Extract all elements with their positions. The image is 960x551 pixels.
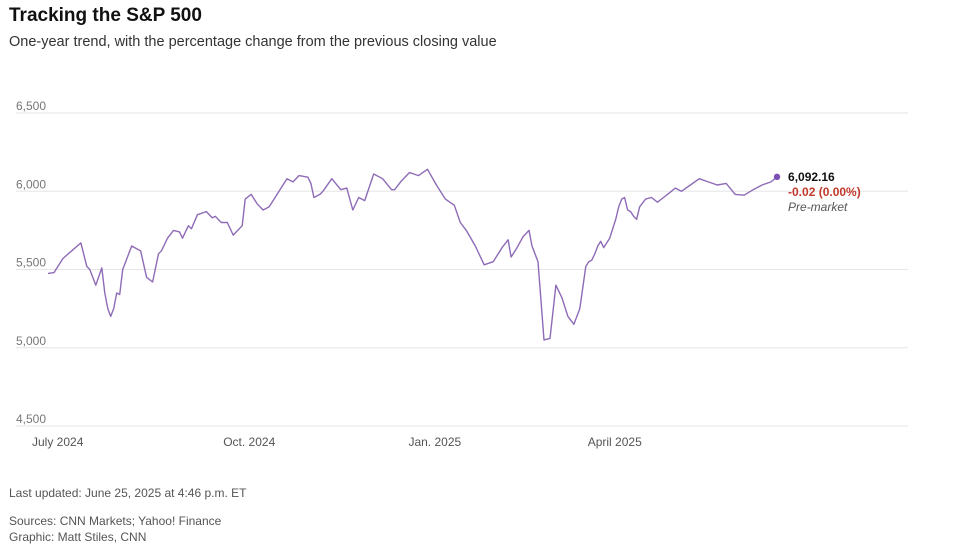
y-tick-label: 6,500: [16, 99, 46, 113]
graphic-credit: Graphic: Matt Stiles, CNN: [9, 530, 147, 544]
y-axis-ticks: 4,500 5,000 5,500 6,000 6,500: [16, 99, 46, 426]
x-tick-label: April 2025: [588, 435, 642, 449]
y-tick-label: 5,500: [16, 256, 46, 270]
y-tick-label: 6,000: [16, 177, 46, 191]
gridlines: [16, 112, 908, 427]
x-axis-ticks: July 2024 Oct. 2024 Jan. 2025 April 2025: [32, 435, 642, 449]
y-tick-label: 4,500: [16, 412, 46, 426]
x-tick-label: Oct. 2024: [223, 435, 275, 449]
x-tick-label: Jan. 2025: [408, 435, 461, 449]
y-tick-label: 5,000: [16, 334, 46, 348]
last-updated: Last updated: June 25, 2025 at 4:46 p.m.…: [9, 486, 247, 500]
last-value-label: 6,092.16: [788, 170, 835, 184]
sp500-series-line: [47, 168, 778, 341]
chart-subtitle: One-year trend, with the percentage chan…: [9, 34, 497, 50]
x-tick-label: July 2024: [32, 435, 84, 449]
last-change-label: -0.02 (0.00%): [788, 185, 861, 199]
sources: Sources: CNN Markets; Yahoo! Finance: [9, 514, 222, 528]
premarket-label: Pre-market: [788, 200, 848, 214]
chart-title: Tracking the S&P 500: [9, 5, 202, 26]
sp500-line-chart: 4,500 5,000 5,500 6,000 6,500 July 2024 Oct. …: [16, 99, 908, 449]
last-value-dot[interactable]: [773, 173, 781, 181]
